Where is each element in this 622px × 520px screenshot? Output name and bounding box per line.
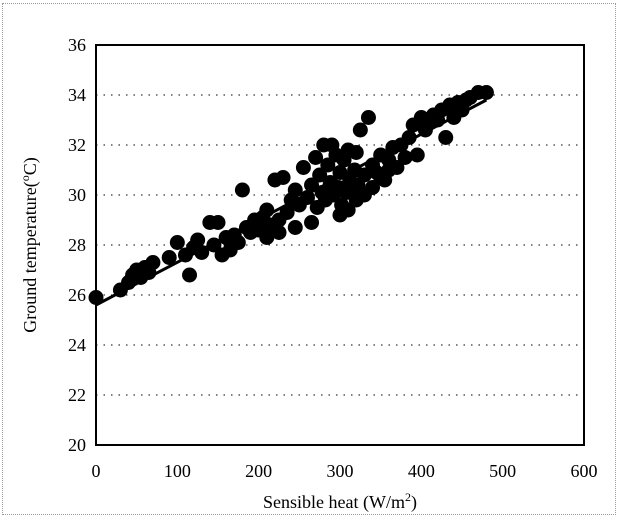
data-point	[409, 147, 425, 163]
data-point	[161, 250, 177, 265]
grid	[96, 94, 584, 396]
data-point	[259, 230, 275, 245]
data-point	[360, 110, 376, 125]
data-point	[381, 162, 397, 178]
data-point	[287, 182, 303, 198]
data-point	[234, 182, 250, 198]
data-point	[356, 167, 372, 183]
y-tick-label: 36	[68, 35, 86, 55]
y-tick-label: 20	[68, 435, 86, 455]
data-point	[438, 130, 454, 145]
data-point	[271, 225, 287, 240]
y-tick-label: 30	[68, 185, 86, 205]
y-tick-label: 28	[68, 235, 86, 255]
y-tick-label: 22	[68, 385, 86, 405]
data-point	[182, 267, 198, 283]
data-point	[210, 215, 226, 230]
x-tick-labels: 0 100 200 300 400 500 600	[92, 461, 598, 481]
x-axis-title-tail: )	[411, 492, 417, 513]
x-tick-label: 600	[571, 461, 598, 481]
x-axis-title: Sensible heat (W/m2)	[263, 490, 417, 513]
data-point	[295, 160, 311, 175]
data-point	[299, 190, 315, 205]
x-tick-label: 100	[164, 461, 191, 481]
y-axis-title-main: Ground temperature(	[20, 181, 41, 332]
data-point	[365, 180, 381, 195]
data-point	[320, 157, 336, 173]
y-axis-title-tail: C)	[20, 157, 41, 175]
y-tick-labels: 20 22 24 26 28 30 32 34 36	[68, 35, 86, 455]
trend-line	[95, 98, 488, 307]
data-point	[397, 150, 413, 165]
x-axis-title-main: Sensible heat (W/m	[263, 492, 405, 513]
figure-frame	[2, 3, 616, 515]
data-point	[145, 255, 161, 270]
x-tick-label: 500	[489, 461, 516, 481]
data-point	[308, 150, 324, 165]
data-point	[287, 220, 303, 235]
x-tick-label: 0	[92, 461, 101, 481]
data-point	[169, 235, 185, 250]
data-point	[478, 85, 494, 100]
x-tick-label: 400	[408, 461, 435, 481]
data-point	[340, 202, 356, 218]
y-axis-title: Ground temperature(oC)	[18, 157, 41, 332]
y-tick-label: 26	[68, 285, 86, 305]
data-point	[279, 205, 295, 220]
data-point	[348, 145, 364, 160]
data-point	[230, 235, 246, 250]
data-point	[312, 167, 328, 183]
y-tick-label: 32	[68, 135, 86, 155]
plot-area	[95, 44, 585, 446]
x-tick-label: 200	[245, 461, 272, 481]
y-tick-label: 24	[68, 335, 86, 355]
x-tick-label: 300	[327, 461, 354, 481]
data-point	[190, 232, 206, 248]
y-tick-label: 34	[68, 85, 86, 105]
y-axis-title-sup: o	[18, 175, 32, 181]
data-point	[304, 215, 320, 230]
x-axis-title-sup: 2	[405, 490, 411, 504]
data-point	[275, 170, 291, 185]
data-point	[352, 122, 368, 138]
